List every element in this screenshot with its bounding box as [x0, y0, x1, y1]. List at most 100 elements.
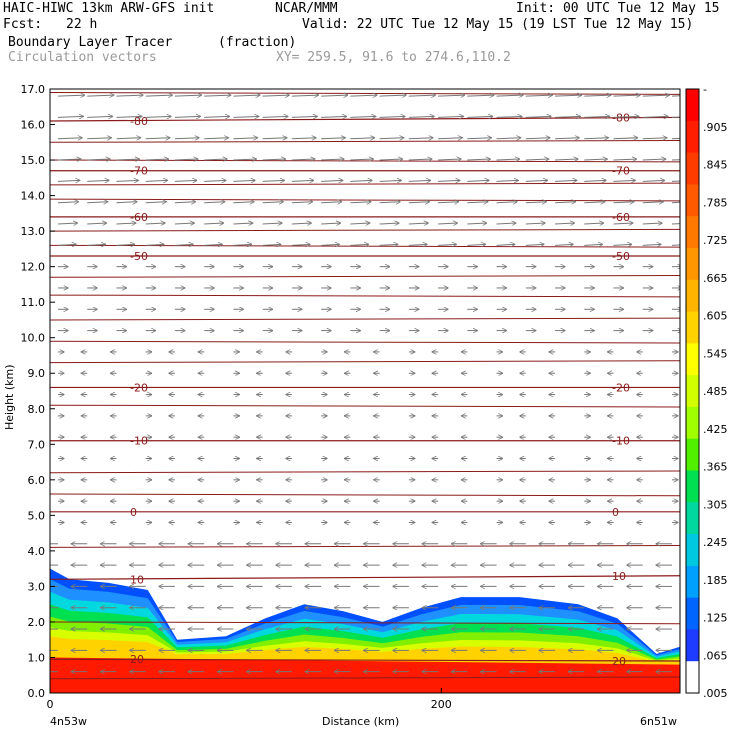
colorbar-swatch — [686, 375, 699, 408]
colorbar-label: .125 — [703, 612, 728, 625]
vector-arrow — [467, 180, 489, 181]
colorbar-label: .665 — [703, 272, 728, 285]
colorbar-frame — [685, 88, 700, 694]
colorbar-label: .725 — [703, 234, 728, 247]
vector-arrow — [525, 159, 549, 160]
vector-arrow — [379, 159, 403, 160]
vector-arrow — [438, 244, 456, 245]
vector-arrow — [291, 244, 310, 245]
contour-line — [50, 92, 680, 95]
vector-arrow — [408, 138, 433, 139]
circulation-vectors — [50, 95, 680, 672]
vector-arrow — [116, 223, 135, 224]
vector-arrow — [145, 180, 168, 181]
isotherm-label: -70 — [130, 165, 148, 178]
vector-arrow — [525, 202, 547, 203]
isotherm-label: 0 — [130, 506, 137, 519]
colorbar-swatch — [686, 120, 699, 154]
vector-arrow — [408, 202, 430, 203]
colorbar-swatch — [686, 406, 699, 440]
vector-arrow — [204, 202, 225, 203]
vector-arrow — [438, 116, 463, 117]
vector-arrow — [174, 223, 194, 224]
org-label: NCAR/MMM — [275, 1, 338, 16]
vector-arrow — [613, 202, 635, 203]
vector-arrow — [116, 116, 141, 117]
vector-arrow — [87, 244, 105, 245]
vector-arrow — [145, 244, 164, 245]
vector-arrow — [642, 138, 667, 139]
y-tick-label: 7.0 — [28, 438, 46, 451]
vector-arrow — [642, 223, 662, 224]
vector-arrow — [57, 95, 85, 96]
vector-arrow — [584, 116, 609, 117]
vector-arrow — [116, 138, 140, 139]
contour-line — [50, 470, 680, 474]
isotherm-contours: -80 -80 -70 -70 -60 -60 -50 -50 -20 -20 -10 -10 0 0 10… — [50, 92, 680, 680]
vector-arrow — [57, 116, 83, 117]
vector-arrow — [555, 223, 574, 224]
isotherm-label: -20 — [612, 381, 630, 394]
vector-arrow — [555, 202, 576, 203]
colorbar-swatch — [686, 89, 699, 122]
vector-arrow — [379, 202, 401, 203]
vector-arrow — [174, 116, 200, 117]
vector-arrow — [438, 95, 465, 96]
vector-arrow — [613, 180, 636, 181]
vector-arrow — [438, 138, 462, 139]
vector-arrow — [467, 138, 491, 139]
vector-arrow — [262, 138, 287, 139]
vector-arrow — [321, 223, 340, 224]
colorbar-label: .485 — [703, 385, 728, 398]
vector-arrow — [671, 223, 680, 225]
vector-arrow — [496, 244, 515, 245]
vector-arrow — [408, 95, 436, 96]
vector-arrow — [555, 159, 578, 160]
vector-arrow — [87, 159, 110, 160]
isotherm-label: -80 — [130, 115, 148, 128]
vector-arrow — [613, 223, 633, 224]
vector-arrow — [613, 138, 638, 139]
vector-arrow — [584, 244, 602, 245]
vector-arrow — [642, 95, 670, 96]
vector-arrow — [57, 159, 81, 160]
axes: 0.0 1.0 2.0 3.0 4.0 5.0 6.0 7.0 8.0 9.0 10.0 11.0 12… — [21, 83, 452, 711]
vector-arrow — [613, 244, 632, 245]
vector-arrow — [613, 116, 639, 117]
colorbar-swatch — [686, 184, 699, 217]
vector-arrow — [321, 180, 343, 181]
colorbar-label: .185 — [703, 574, 728, 587]
colorbar-swatch — [686, 152, 699, 185]
vector-arrow — [321, 138, 345, 139]
vector-arrow — [408, 180, 431, 181]
vector-arrow — [555, 180, 577, 181]
vector-arrow — [262, 244, 281, 245]
vector-arrow — [57, 138, 82, 139]
vector-arrow — [321, 95, 348, 96]
vectors-label: Circulation vectors — [8, 50, 157, 65]
colorbar-swatch — [686, 216, 699, 249]
vector-arrow — [233, 116, 258, 117]
contour-line — [50, 182, 680, 186]
vector-arrow — [262, 180, 285, 181]
vector-arrow — [671, 180, 680, 182]
vector-arrow — [204, 223, 223, 224]
vector-arrow — [204, 180, 226, 181]
vector-arrow — [57, 180, 80, 181]
vector-arrow — [584, 223, 603, 224]
vector-arrow — [204, 159, 227, 160]
y-tick-label: 12.0 — [21, 261, 46, 274]
colorbar-label: .365 — [703, 461, 728, 474]
vector-arrow — [671, 159, 680, 161]
vector-arrow — [262, 202, 284, 203]
vector-arrow — [555, 244, 573, 245]
y-tick-label: 11.0 — [21, 296, 46, 309]
isotherm-label: -80 — [612, 111, 630, 124]
vector-arrow — [379, 138, 404, 139]
vector-arrow — [116, 159, 139, 160]
colorbar-swatch — [686, 279, 699, 313]
vector-arrow — [233, 159, 256, 160]
vector-arrow — [379, 116, 405, 117]
vector-arrow — [145, 159, 169, 160]
y-tick-label: 1.0 — [28, 651, 46, 664]
